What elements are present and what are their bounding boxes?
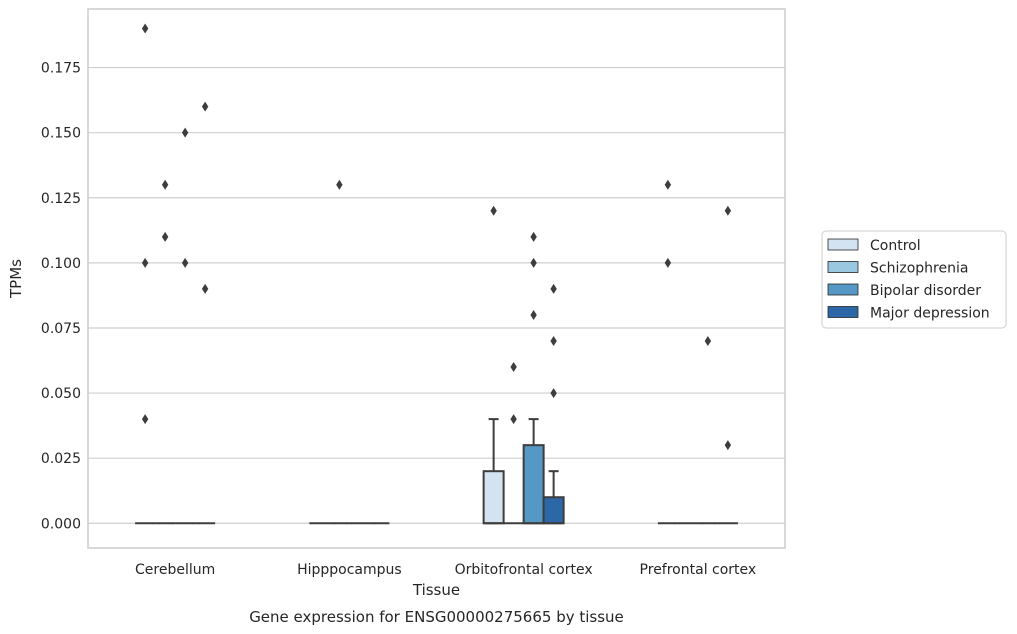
outlier-point [201,101,209,112]
x-tick-labels: Cerebellum Hipppocampus Orbitofrontal cort… [135,562,756,578]
x-tick-label-prefrontal-cortex: Prefrontal cortex [640,562,757,578]
y-tick-label: 0.025 [41,451,81,467]
y-tick-label: 0.125 [41,191,81,207]
legend-frame [821,230,1007,329]
outlier-point [161,179,169,190]
outlier-point [201,283,209,294]
x-tick-label-cerebellum: Cerebellum [135,562,215,578]
x-tick-label-orbitofrontal-cortex: Orbitofrontal cortex [455,562,593,578]
box-orbitofrontal-cortex-bipolar-disorder [522,418,545,525]
y-tick-label: 0.100 [41,256,81,272]
x-tick-label-hipppocampus: Hipppocampus [297,562,402,578]
box-body [542,496,565,525]
outlier-point [664,257,672,268]
legend-label-bipolar-disorder: Bipolar disorder [870,283,981,299]
outlier-point [161,231,169,242]
outlier-point [530,309,537,320]
y-tick-label: 0.000 [41,516,81,532]
legend-swatch-schizophrenia [827,261,859,273]
outlier-point [550,335,557,346]
legend-label-schizophrenia: Schizophrenia [870,261,968,277]
outlier-point [704,335,712,346]
y-tick-label: 0.075 [41,321,81,337]
outlier-point [510,414,517,425]
legend-swatch-major-depression [827,306,859,318]
box-body [482,470,505,525]
y-tick-label: 0.150 [41,126,81,142]
plot-frame [87,8,786,549]
outlier-point [141,23,149,34]
outlier-point [724,440,732,451]
y-axis-label: TPMs [7,259,25,299]
outlier-point [550,283,557,294]
box-layer [135,418,738,525]
chart-caption: Gene expression for ENSG00000275665 by t… [249,608,624,626]
outlier-point [530,231,537,242]
outlier-point [664,179,672,190]
legend-label-control: Control [870,238,921,254]
y-tick-labels: 0.000 0.025 0.050 0.075 0.100 0.125 0.150 0.175 [41,61,81,533]
outlier-point [181,127,189,138]
outlier-point [550,388,557,399]
legend-label-major-depression: Major depression [870,306,990,322]
outlier-point [141,257,149,268]
outlier-point [141,414,149,425]
outlier-point [510,362,517,373]
legend-swatch-bipolar-disorder [827,283,859,296]
x-axis-label: Tissue [412,581,460,599]
outlier-point [181,257,189,268]
y-tick-label: 0.175 [41,61,81,77]
grid-layer [88,66,785,524]
outlier-point [490,205,497,216]
outlier-point [724,205,732,216]
box-orbitofrontal-cortex-major-depression [542,470,565,525]
outlier-layer [141,23,732,451]
legend: Control Schizophrenia Bipolar disorder Majo… [821,230,1007,329]
outlier-point [530,257,537,268]
box-body [522,444,545,525]
box-orbitofrontal-cortex-control [482,418,505,525]
legend-swatch-control [827,238,859,251]
y-tick-label: 0.050 [41,386,81,402]
outlier-point [336,179,343,190]
